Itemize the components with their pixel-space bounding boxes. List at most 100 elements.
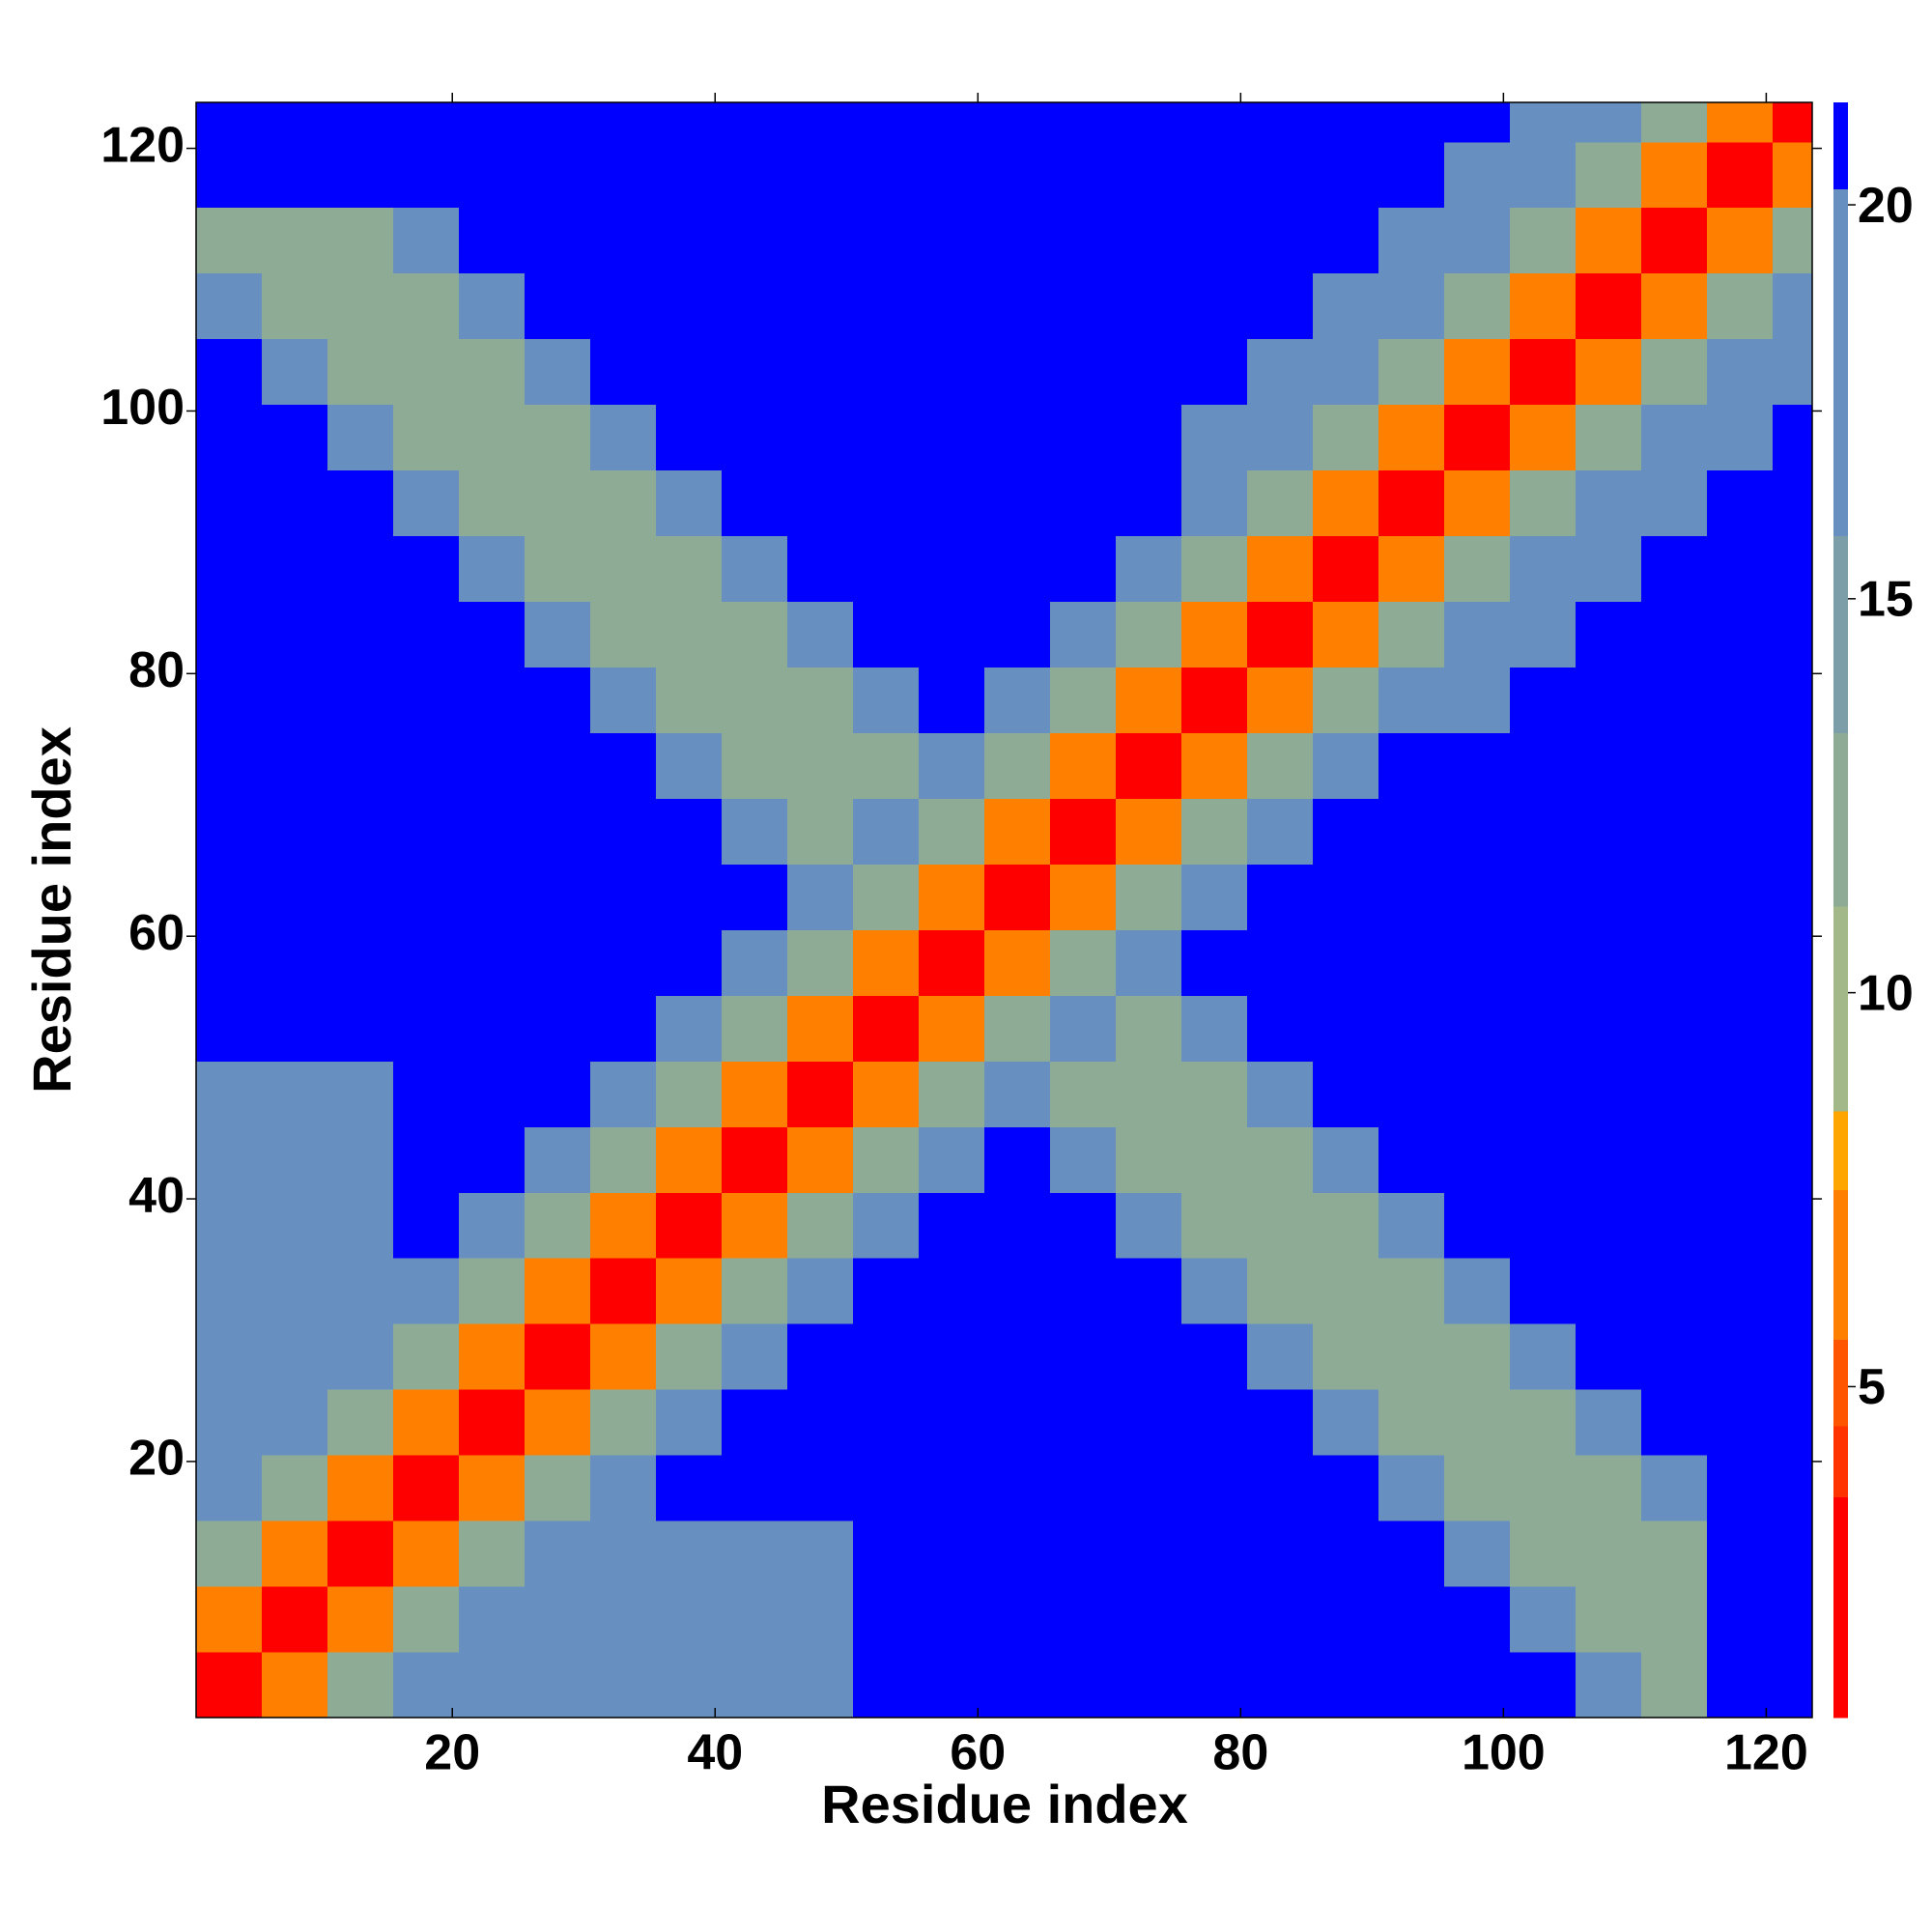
heat-cell xyxy=(262,864,328,930)
heat-cell xyxy=(1444,1389,1511,1456)
colorbar-tick-label: 10 xyxy=(1858,965,1914,1021)
heat-cell xyxy=(1444,1323,1511,1390)
heat-cell xyxy=(1444,272,1511,340)
heat-cell xyxy=(1050,535,1117,603)
heat-cell xyxy=(262,1389,328,1456)
heat-cell xyxy=(1576,141,1642,209)
heat-cell xyxy=(1247,864,1314,930)
heat-cell xyxy=(1181,1455,1248,1521)
heat-cell xyxy=(1116,404,1182,471)
heat-cell xyxy=(525,667,591,733)
heat-cell xyxy=(1116,929,1182,996)
heat-cell xyxy=(1444,798,1511,865)
heat-cell xyxy=(327,1586,394,1653)
heat-cell xyxy=(853,995,920,1062)
heat-cell xyxy=(984,272,1051,340)
heat-cell xyxy=(525,995,591,1062)
heat-cell xyxy=(262,1455,328,1521)
heat-cell xyxy=(722,1323,788,1390)
heat-cell xyxy=(984,1323,1051,1390)
heat-cell xyxy=(853,732,920,799)
heat-cell xyxy=(1773,667,1813,733)
heat-cell xyxy=(327,995,394,1062)
heat-cell xyxy=(459,535,526,603)
heat-cell xyxy=(196,469,263,537)
colorbar-segment xyxy=(1833,188,1848,537)
heat-cell xyxy=(1181,1520,1248,1587)
heat-cell xyxy=(1181,1389,1248,1456)
heat-cell xyxy=(1773,1455,1813,1521)
heat-cell xyxy=(853,1652,920,1719)
heat-cell xyxy=(459,1455,526,1521)
heat-cell xyxy=(1444,338,1511,406)
heat-cell xyxy=(1247,601,1314,668)
heat-cell xyxy=(1444,1652,1511,1719)
heat-cell xyxy=(590,601,657,668)
heat-cell xyxy=(722,1652,788,1719)
heat-cell xyxy=(1050,272,1117,340)
heat-cell xyxy=(590,1323,657,1390)
heat-cell xyxy=(525,207,591,274)
heat-cell xyxy=(196,1652,263,1719)
heat-cell xyxy=(656,272,723,340)
heat-cell xyxy=(262,798,328,865)
heat-cell xyxy=(919,995,985,1062)
heat-cell xyxy=(327,102,394,143)
heat-cell xyxy=(590,338,657,406)
heat-cell xyxy=(984,1192,1051,1259)
heat-cell xyxy=(525,929,591,996)
heat-cell xyxy=(196,929,263,996)
heat-cell xyxy=(919,469,985,537)
heat-cell xyxy=(1181,1061,1248,1127)
heat-cell xyxy=(919,1061,985,1127)
y-tick-label: 40 xyxy=(128,1168,185,1224)
heat-cell xyxy=(1378,338,1445,406)
heat-cell xyxy=(984,207,1051,274)
heat-cell xyxy=(1773,929,1813,996)
heat-cell xyxy=(1510,1061,1577,1127)
heat-cell xyxy=(1444,995,1511,1062)
heat-cell xyxy=(1773,469,1813,537)
heat-cell xyxy=(1576,469,1642,537)
heat-cell xyxy=(1181,1258,1248,1324)
heat-cell xyxy=(459,1520,526,1587)
heat-cell xyxy=(1313,798,1379,865)
heat-cell xyxy=(1378,667,1445,733)
heat-cell xyxy=(787,272,854,340)
heat-cell xyxy=(1707,732,1774,799)
heat-cell xyxy=(262,732,328,799)
heat-cell xyxy=(1641,732,1708,799)
heat-cell xyxy=(1050,338,1117,406)
heat-cell xyxy=(919,207,985,274)
heat-cell xyxy=(1576,1323,1642,1390)
heat-cell xyxy=(262,102,328,143)
heat-cell xyxy=(1116,272,1182,340)
heat-cell xyxy=(1116,1455,1182,1521)
colorbar-segment xyxy=(1833,102,1848,190)
heat-cell xyxy=(1050,1192,1117,1259)
heat-cell xyxy=(1050,601,1117,668)
heat-cell xyxy=(525,1652,591,1719)
heat-cell xyxy=(393,601,460,668)
heat-cell xyxy=(1050,1126,1117,1193)
heat-cell xyxy=(1247,1389,1314,1456)
heat-cell xyxy=(1707,404,1774,471)
heat-cell xyxy=(327,1061,394,1127)
heat-cell xyxy=(722,667,788,733)
heat-cell xyxy=(984,1258,1051,1324)
heat-cell xyxy=(1050,469,1117,537)
heat-cell xyxy=(1576,535,1642,603)
heat-cell xyxy=(1707,1652,1774,1719)
heat-cell xyxy=(1707,1126,1774,1193)
heat-cell xyxy=(1247,272,1314,340)
heat-cell xyxy=(590,864,657,930)
heat-cell xyxy=(787,469,854,537)
heat-cell xyxy=(1773,995,1813,1062)
heat-cell xyxy=(1116,1520,1182,1587)
heat-cell xyxy=(1247,207,1314,274)
heat-cell xyxy=(525,535,591,603)
heat-cell xyxy=(525,272,591,340)
heat-cell xyxy=(787,1323,854,1390)
colorbar-tick-label: 5 xyxy=(1858,1359,1886,1415)
